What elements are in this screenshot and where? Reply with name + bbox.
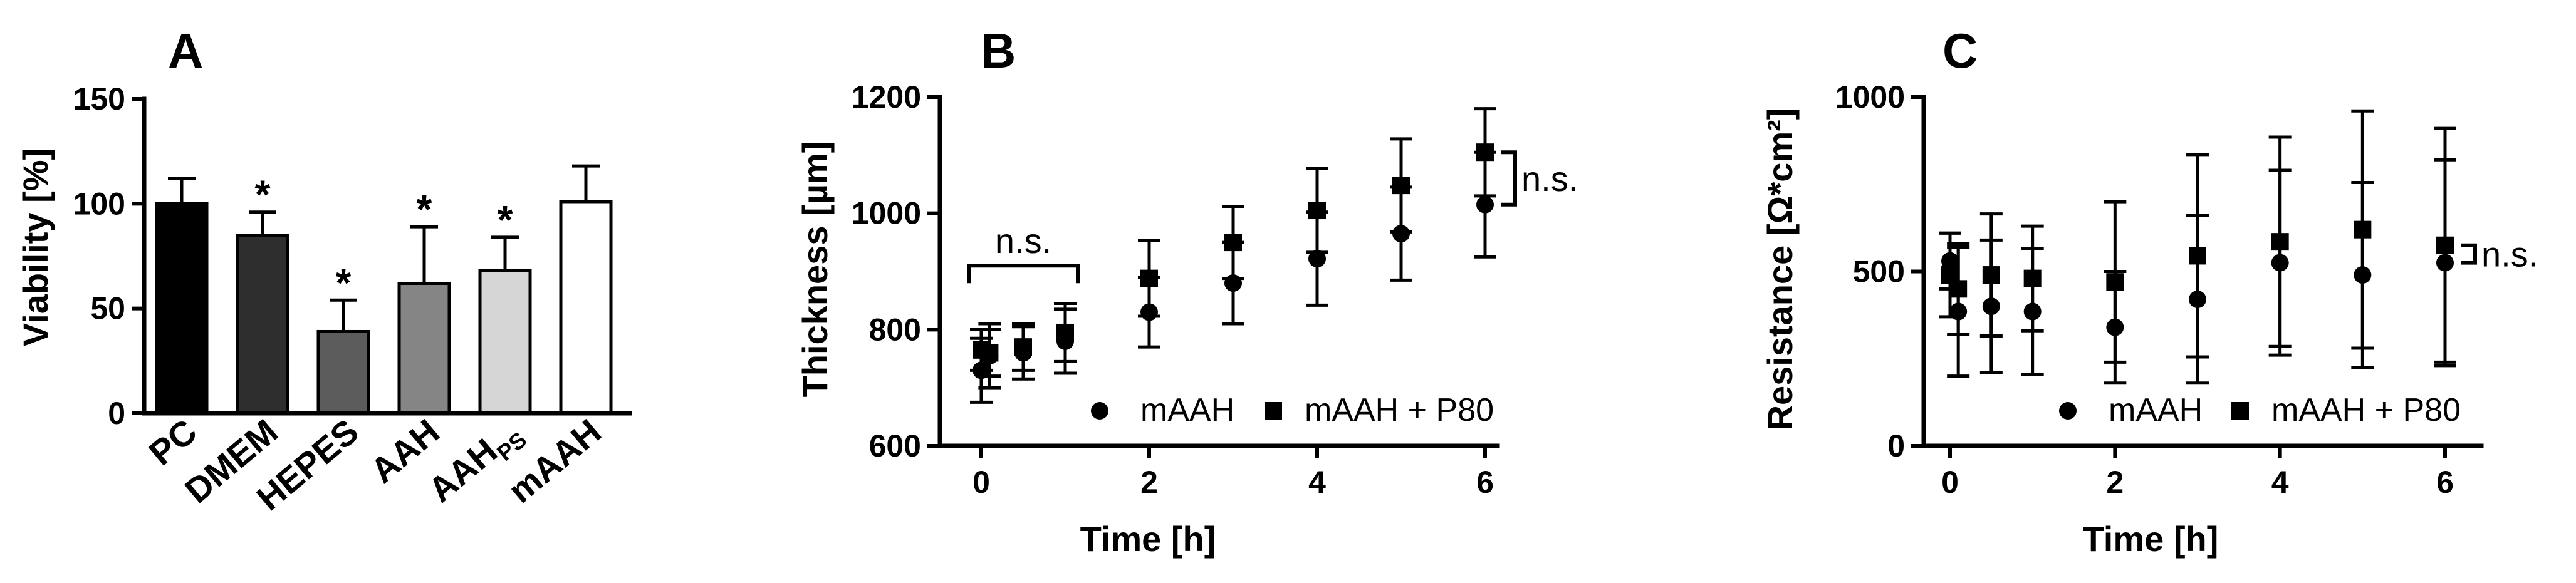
panel-c-point-square (2023, 269, 2042, 287)
panel-c-xlabel: Time [h] (2083, 519, 2219, 559)
panel-b-xtick-label: 6 (1476, 465, 1494, 500)
panel-b-plot: 600 800 1000 1200 0 2 4 6 mAAH mAAH + P80 n.s. n.s. (852, 80, 1578, 500)
panel-c-ylabel: Resistance [Ω*cm²] (1760, 108, 1800, 431)
significance-star: * (498, 197, 513, 242)
panel-b-ytick-label: 1000 (852, 196, 921, 231)
panel-c-legend-label-maah-p80: mAAH + P80 (2271, 392, 2461, 428)
panel-b-xtick-label: 4 (1308, 465, 1326, 500)
panel-b-bracket-top (967, 264, 1080, 284)
panel-c: C Resistance [Ω*cm²] Time [h] 0 500 1000 0 2… (1760, 23, 2538, 559)
panel-c-legend-circle-marker (2059, 402, 2077, 420)
panel-c-xtick-label: 6 (2436, 465, 2454, 500)
panel-b-point-square (981, 344, 999, 362)
bar-aah (397, 282, 451, 415)
xtick-label-pc: PC (142, 411, 204, 473)
panel-c-xtick-label: 4 (2271, 465, 2289, 500)
panel-c-point-square (1949, 280, 1968, 298)
panel-label-b: B (981, 23, 1016, 78)
panel-c-point-square (2106, 273, 2124, 291)
panel-b-ylabel: Thickness [µm] (795, 142, 835, 398)
panel-b-legend-square-marker (1265, 402, 1282, 420)
panel-c-point-square (2436, 236, 2454, 254)
panel-b-xtick-label: 0 (973, 465, 990, 500)
panel-b-point-square (1392, 177, 1410, 195)
panel-label-c: C (1942, 23, 1978, 78)
panel-b-ytick-label: 600 (869, 428, 921, 463)
significance-star: * (255, 172, 271, 217)
panel-c-point-square (2354, 220, 2372, 239)
panel-b-ytick-label: 1200 (852, 80, 921, 115)
xtick-label-maah: mAAH (501, 411, 608, 510)
panel-c-xtick-label: 0 (1941, 465, 1959, 500)
bar-pc (155, 202, 209, 415)
panel-b-point-square (1014, 338, 1032, 356)
panel-b-point-square (1140, 269, 1158, 287)
panel-b-point-circle (1476, 195, 1494, 214)
bar-dmem (236, 234, 289, 415)
panel-c-xtick-label: 2 (2106, 465, 2124, 500)
panel-b-point-square (1056, 323, 1074, 341)
panel-b-annotation-ns: n.s. (1521, 159, 1578, 199)
panel-a-bars: * * * * (155, 164, 613, 415)
panel-b-xlabel: Time [h] (1080, 519, 1216, 559)
panel-b: B Thickness [µm] Time [h] 600 800 1000 1200… (795, 23, 1578, 559)
panel-a-ytick-label: 50 (90, 291, 125, 326)
panel-b-ytick-label: 800 (869, 312, 921, 347)
panel-b-legend-label-maah-p80: mAAH + P80 (1305, 392, 1494, 428)
panel-b-point-circle (1392, 225, 1410, 243)
panel-b-point-square (1224, 234, 1242, 252)
panel-b-xtick-label: 2 (1140, 465, 1158, 500)
panel-c-point-square (2189, 247, 2206, 265)
bar-hepes (316, 329, 370, 415)
panel-a-ylabel: Viability [%] (16, 148, 55, 346)
panel-b-point-square (1476, 143, 1494, 162)
panel-c-plot: 0 500 1000 0 2 4 6 mAAH mAAH + P80 n.s. (1835, 80, 2538, 500)
panel-c-annotation-ns: n.s. (2481, 235, 2538, 274)
panel-b-annotation-ns: n.s. (995, 221, 1051, 261)
panel-b-legend-label-maah: mAAH (1140, 392, 1234, 428)
panel-b-point-circle (1308, 250, 1326, 268)
panel-a-ytick-label: 150 (73, 81, 125, 116)
panel-b-bracket-right (1501, 150, 1517, 207)
panel-a-ytick-label: 0 (108, 396, 125, 431)
panel-b-legend-circle-marker (1091, 402, 1108, 420)
panel-c-legend-label-maah: mAAH (2109, 392, 2203, 428)
bar-maah (559, 200, 613, 415)
panel-c-bracket-right (2461, 243, 2477, 265)
panel-label-a: A (168, 23, 203, 78)
panel-b-point-square (1308, 202, 1326, 220)
significance-star: * (336, 260, 352, 305)
panel-c-ytick-label: 0 (1887, 428, 1905, 463)
panel-c-point-square (2271, 233, 2289, 251)
significance-star: * (417, 187, 432, 232)
panel-c-point-square (1982, 266, 2000, 284)
panel-c-ytick-label: 500 (1853, 254, 1905, 289)
bar-aah (478, 269, 532, 415)
panel-a-yticks: 0 50 100 150 (73, 81, 144, 431)
panel-a-ytick-label: 100 (73, 186, 125, 221)
panel-c-legend-square-marker (2231, 402, 2249, 420)
xtick-label-aah: AAHPS (420, 411, 531, 515)
panel-a: A Viability [%] 0 50 100 150 * * * * PCDMEMHEP… (16, 23, 632, 518)
panel-c-ytick-label: 1000 (1835, 80, 1905, 115)
